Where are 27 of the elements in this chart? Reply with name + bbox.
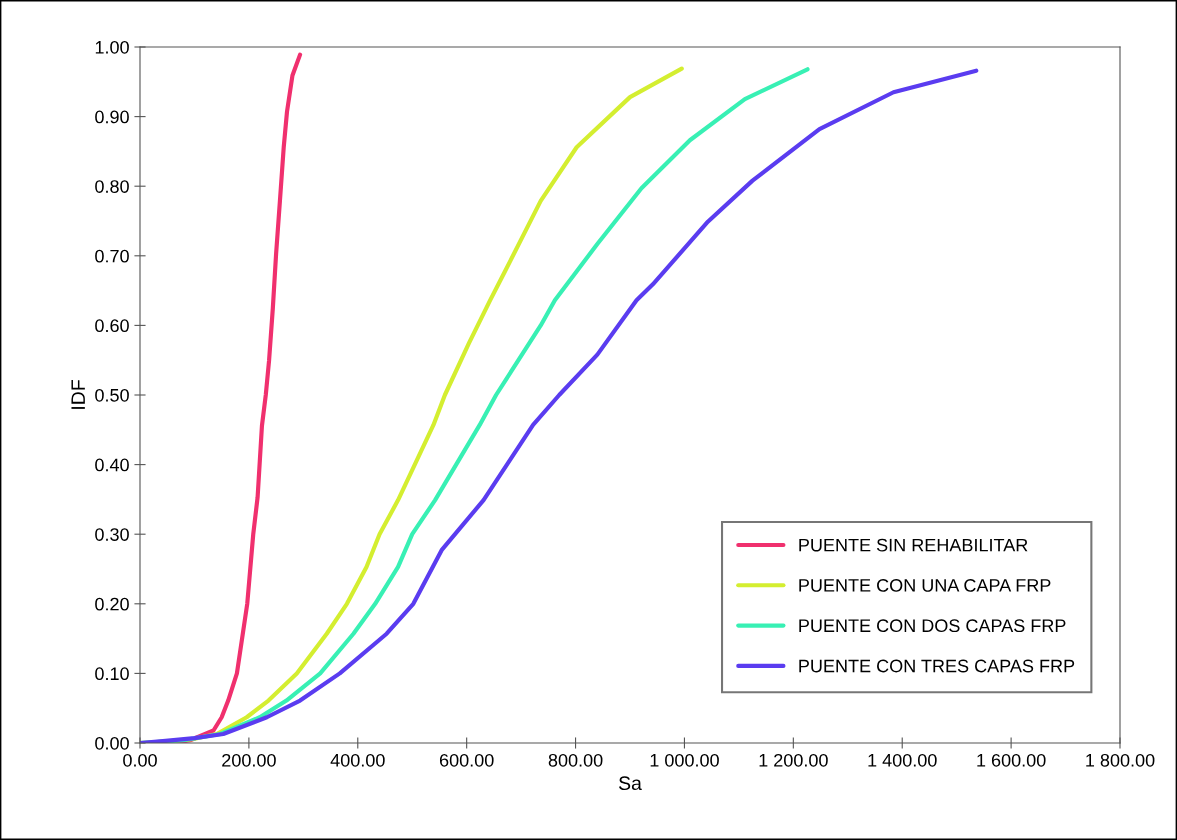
x-tick-label: 1 200.00 bbox=[759, 753, 828, 767]
y-tick-label: 0.90 bbox=[95, 110, 129, 124]
x-tick-label: 0.00 bbox=[123, 753, 157, 767]
y-tick-label: 1.00 bbox=[95, 40, 129, 54]
y-tick-label: 0.50 bbox=[95, 388, 129, 402]
y-tick-label: 0.20 bbox=[95, 597, 129, 611]
legend-label: PUENTE SIN REHABILITAR bbox=[799, 538, 1028, 552]
y-tick-label: 0.10 bbox=[95, 667, 129, 681]
y-tick-label: 0.80 bbox=[95, 180, 129, 193]
legend-label: PUENTE CON TRES CAPAS FRP bbox=[799, 659, 1075, 673]
x-tick-label: 1 000.00 bbox=[650, 753, 719, 767]
x-axis-title: Sa bbox=[618, 776, 642, 791]
y-tick-label: 0.30 bbox=[95, 528, 129, 541]
y-tick-label: 0.00 bbox=[95, 736, 129, 750]
y-axis-title: IDF bbox=[71, 380, 85, 409]
legend-label: PUENTE CON UNA CAPA FRP bbox=[799, 579, 1051, 592]
x-tick-label: 1 800.00 bbox=[1086, 753, 1155, 767]
y-tick-label: 0.60 bbox=[95, 319, 129, 333]
x-tick-label: 1 600.00 bbox=[977, 753, 1046, 767]
y-tick-label: 0.40 bbox=[95, 458, 129, 472]
x-tick-label: 600.00 bbox=[439, 753, 494, 767]
x-tick-label: 200.00 bbox=[222, 753, 276, 767]
x-tick-label: 1 400.00 bbox=[868, 753, 937, 767]
legend-label: PUENTE CON DOS CAPAS FRP bbox=[799, 619, 1066, 633]
x-tick-label: 800.00 bbox=[548, 753, 603, 767]
x-tick-label: 400.00 bbox=[330, 753, 385, 767]
y-tick-label: 0.70 bbox=[95, 249, 129, 263]
